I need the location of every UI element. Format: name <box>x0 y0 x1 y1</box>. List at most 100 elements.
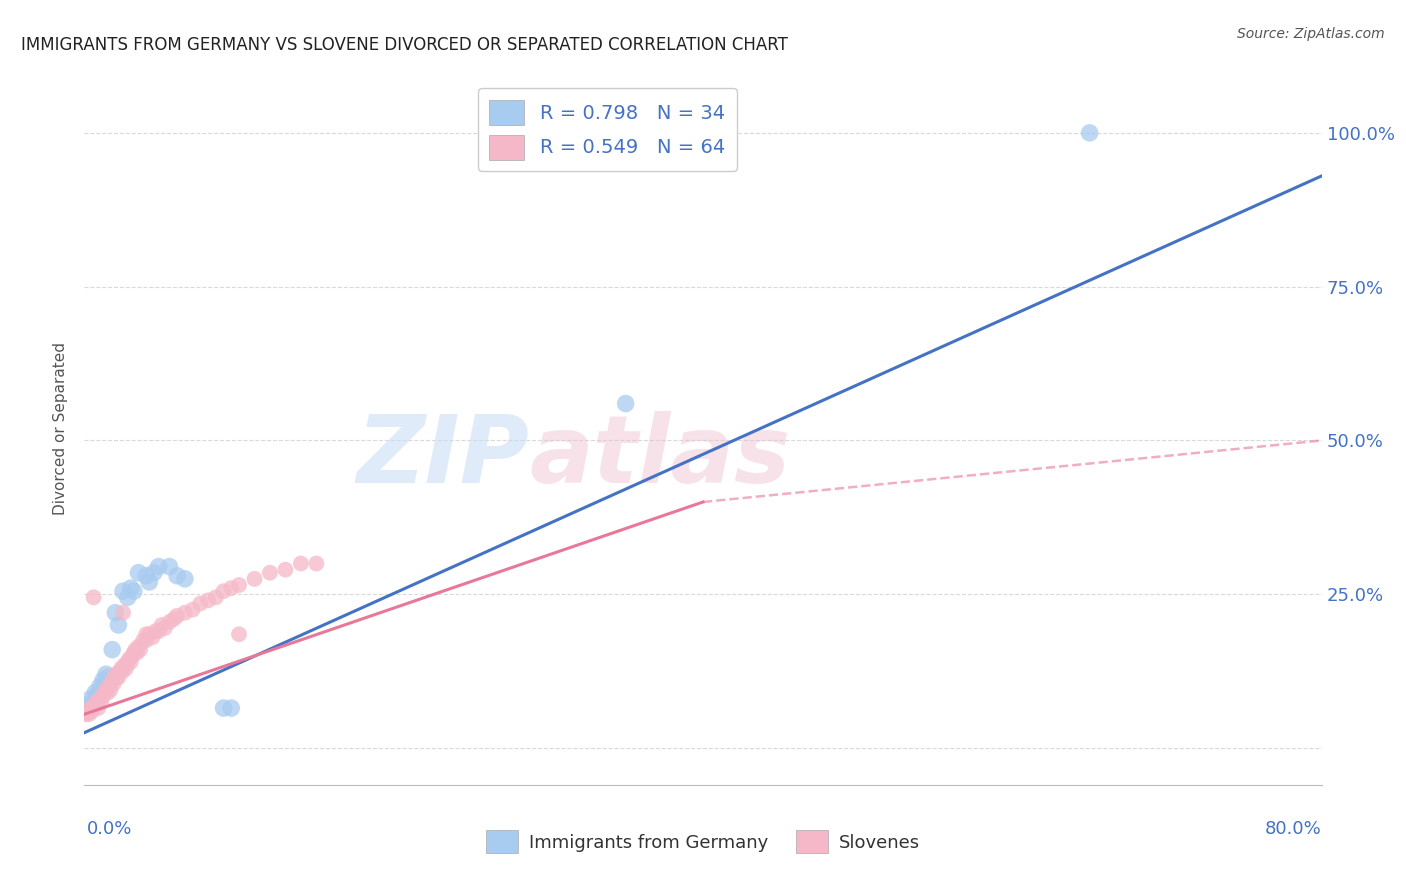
Point <box>101 673 124 688</box>
Text: atlas: atlas <box>530 410 792 503</box>
Point <box>84 686 107 700</box>
Point <box>128 566 150 580</box>
Point <box>212 701 235 715</box>
Point <box>121 648 143 663</box>
Point <box>114 658 136 673</box>
Point <box>103 676 125 690</box>
Point <box>76 704 98 718</box>
Point <box>159 615 181 629</box>
Text: ZIP: ZIP <box>357 410 530 503</box>
Point <box>305 557 328 571</box>
Point <box>150 618 173 632</box>
Point <box>83 701 105 715</box>
Point <box>94 667 117 681</box>
Point <box>107 670 129 684</box>
Point <box>87 701 110 715</box>
Point <box>77 701 100 715</box>
Point <box>228 578 250 592</box>
Point <box>290 557 312 571</box>
Legend: R = 0.798   N = 34, R = 0.549   N = 64: R = 0.798 N = 34, R = 0.549 N = 64 <box>478 88 737 171</box>
Point <box>129 642 152 657</box>
Point <box>83 591 105 605</box>
Point <box>135 569 157 583</box>
Point <box>76 704 98 718</box>
Point <box>148 624 170 639</box>
Point <box>97 670 120 684</box>
Point <box>614 396 637 410</box>
Point <box>89 691 111 706</box>
Point <box>86 695 108 709</box>
Point <box>93 686 115 700</box>
Point <box>221 581 243 595</box>
Point <box>138 627 160 641</box>
Point <box>163 612 186 626</box>
Point <box>125 646 148 660</box>
Point <box>197 593 219 607</box>
Point <box>188 597 212 611</box>
Point <box>86 689 108 703</box>
Point <box>205 591 228 605</box>
Point <box>141 630 163 644</box>
Point <box>89 680 111 694</box>
Text: 80.0%: 80.0% <box>1265 820 1322 838</box>
Point <box>117 591 139 605</box>
Point <box>84 698 107 712</box>
Point <box>159 559 181 574</box>
Point <box>135 627 157 641</box>
Point <box>122 584 145 599</box>
Text: 0.0%: 0.0% <box>87 820 132 838</box>
Point <box>107 618 129 632</box>
Point <box>115 661 138 675</box>
Point <box>118 652 141 666</box>
Point <box>132 633 155 648</box>
Point <box>274 563 297 577</box>
Point <box>75 707 97 722</box>
Point <box>112 664 135 678</box>
Point <box>122 646 145 660</box>
Point <box>124 642 146 657</box>
Point <box>98 680 121 694</box>
Point <box>128 640 150 654</box>
Point <box>104 667 127 681</box>
Point <box>83 695 105 709</box>
Point <box>181 602 204 616</box>
Legend: Immigrants from Germany, Slovenes: Immigrants from Germany, Slovenes <box>478 823 928 861</box>
Point <box>79 691 101 706</box>
Y-axis label: Divorced or Separated: Divorced or Separated <box>53 342 69 515</box>
Point <box>112 584 135 599</box>
Point <box>97 686 120 700</box>
Point <box>77 707 100 722</box>
Point <box>145 624 167 639</box>
Point <box>90 695 112 709</box>
Point <box>259 566 281 580</box>
Point <box>91 673 114 688</box>
Point <box>108 664 131 678</box>
Point <box>166 569 188 583</box>
Point <box>100 682 122 697</box>
Point <box>93 676 115 690</box>
Point <box>135 633 157 648</box>
Point <box>101 642 124 657</box>
Point <box>212 584 235 599</box>
Point <box>221 701 243 715</box>
Text: IMMIGRANTS FROM GERMANY VS SLOVENE DIVORCED OR SEPARATED CORRELATION CHART: IMMIGRANTS FROM GERMANY VS SLOVENE DIVOR… <box>21 36 787 54</box>
Point <box>120 655 142 669</box>
Point <box>166 608 188 623</box>
Point <box>174 606 197 620</box>
Point <box>110 661 132 675</box>
Point <box>105 670 128 684</box>
Point <box>1078 126 1101 140</box>
Point <box>228 627 250 641</box>
Point <box>82 698 104 712</box>
Point <box>75 698 97 712</box>
Point <box>243 572 266 586</box>
Point <box>91 689 114 703</box>
Point <box>79 701 101 715</box>
Point <box>153 621 176 635</box>
Text: Source: ZipAtlas.com: Source: ZipAtlas.com <box>1237 27 1385 41</box>
Point <box>87 691 110 706</box>
Point <box>174 572 197 586</box>
Point <box>90 682 112 697</box>
Point <box>120 581 142 595</box>
Point <box>82 704 104 718</box>
